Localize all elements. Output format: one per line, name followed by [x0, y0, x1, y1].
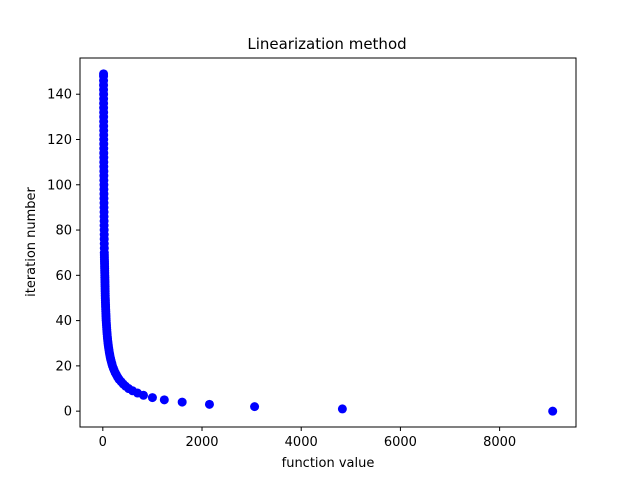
y-axis-label: iteration number: [24, 186, 39, 296]
x-tick-label: 0: [99, 435, 107, 450]
x-tick-label: 2000: [185, 435, 218, 450]
y-tick-label: 0: [64, 405, 72, 420]
plot-area-frame: [79, 57, 577, 428]
x-tick-label: 8000: [483, 435, 516, 450]
x-tick-label: 6000: [384, 435, 417, 450]
y-tick-label: 40: [55, 314, 72, 329]
x-axis-ticks: 0 2000 4000 6000 8000: [99, 427, 516, 450]
y-tick-label: 20: [55, 359, 72, 374]
x-axis-label: function value: [282, 456, 375, 471]
y-tick-label: 100: [47, 178, 72, 193]
y-tick-label: 120: [47, 133, 72, 148]
data-point: [177, 397, 187, 407]
y-tick-label: 60: [55, 269, 72, 284]
y-tick-label: 140: [47, 88, 72, 103]
data-points: [99, 69, 558, 416]
x-tick-label: 4000: [285, 435, 318, 450]
data-point: [250, 402, 260, 412]
y-axis-ticks: 0 20 40 60 80 100 120 140: [47, 88, 80, 420]
data-point: [204, 399, 214, 409]
data-point: [99, 69, 109, 79]
data-point: [337, 404, 347, 414]
y-tick-label: 80: [55, 224, 72, 239]
data-point: [147, 393, 157, 403]
chart-title: Linearization method: [247, 35, 406, 53]
data-point: [548, 406, 558, 416]
data-point: [159, 395, 169, 405]
